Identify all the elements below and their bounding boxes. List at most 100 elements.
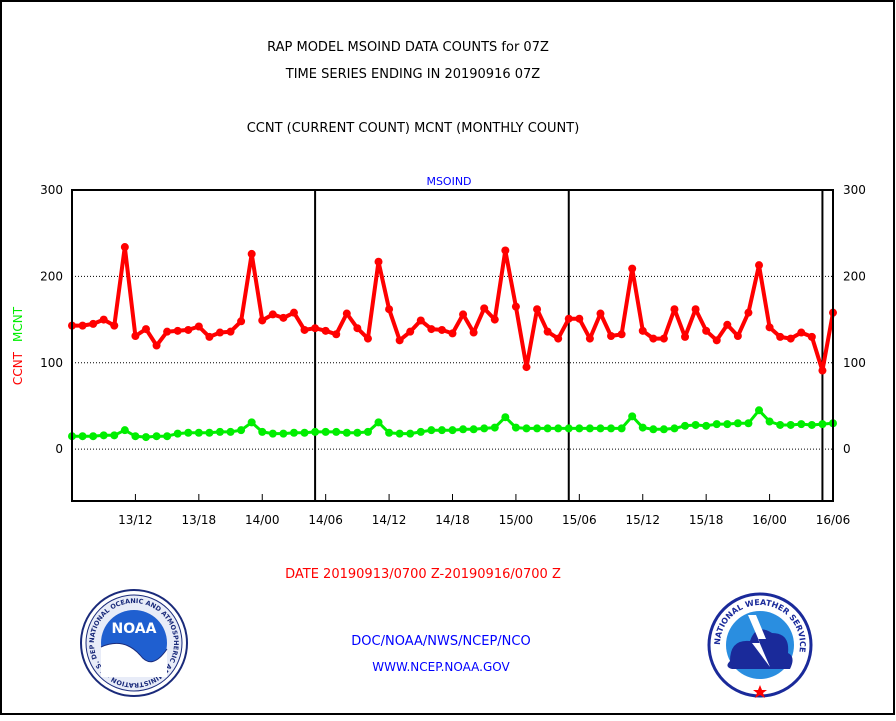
point-ccnt (723, 320, 732, 329)
nws-lightning-icon (748, 615, 770, 667)
point-ccnt (459, 310, 468, 319)
point-ccnt (258, 316, 267, 325)
point-mcnt (723, 420, 732, 429)
point-mcnt (300, 428, 309, 437)
point-mcnt (385, 428, 394, 437)
point-ccnt (131, 331, 140, 340)
nws-star-icon (753, 685, 767, 698)
point-ccnt (702, 326, 711, 335)
point-ccnt (279, 313, 288, 322)
point-mcnt (681, 421, 690, 430)
point-mcnt (332, 427, 341, 436)
noaa-center-text: NOAA (112, 621, 157, 637)
point-mcnt (237, 426, 246, 435)
y-tick-label-right: 200 (843, 269, 866, 283)
point-ccnt (395, 336, 404, 345)
point-mcnt (617, 424, 626, 433)
point-mcnt (395, 429, 404, 438)
point-mcnt (596, 424, 605, 433)
point-mcnt (786, 420, 795, 429)
point-mcnt (649, 425, 658, 434)
point-ccnt (353, 324, 362, 333)
chart-title-line1: RAP MODEL MSOIND DATA COUNTS for 07Z (267, 40, 549, 55)
y-axis-label-ccnt: CCNT (11, 351, 25, 385)
noaa-seagull-shape (101, 643, 167, 677)
point-ccnt (649, 334, 658, 343)
point-ccnt (469, 328, 478, 337)
point-mcnt (755, 406, 764, 415)
point-mcnt (712, 420, 721, 429)
grid-layer (72, 190, 833, 501)
x-tick-label: 14/12 (372, 513, 407, 527)
point-ccnt (575, 314, 584, 323)
point-mcnt (459, 425, 468, 434)
point-mcnt (163, 432, 172, 441)
point-mcnt (353, 428, 362, 437)
point-mcnt (131, 432, 140, 441)
point-ccnt (628, 264, 637, 273)
point-mcnt (184, 428, 193, 437)
point-mcnt (543, 424, 552, 433)
point-ccnt (268, 310, 277, 319)
point-mcnt (511, 423, 520, 432)
axis-layer: 0 0 100 100 200 200 300 300 13/12 13/18 14/00 14/06… (40, 183, 866, 527)
point-ccnt (226, 327, 235, 336)
point-ccnt (89, 319, 98, 328)
series-layer (68, 243, 837, 442)
plot-frame (71, 189, 834, 502)
point-ccnt (585, 334, 594, 343)
plot-label: MSOIND (426, 175, 471, 188)
point-ccnt (786, 334, 795, 343)
point-mcnt (607, 424, 616, 433)
y-tick-label-right: 300 (843, 183, 866, 197)
point-ccnt (385, 305, 394, 314)
point-mcnt (585, 424, 594, 433)
point-mcnt (807, 420, 816, 429)
point-ccnt (596, 309, 605, 318)
y-axis-label: CCNT MCNT (11, 306, 25, 385)
point-ccnt (543, 327, 552, 336)
y-tick-label-right: 0 (843, 442, 851, 456)
point-ccnt (311, 324, 320, 333)
point-mcnt (501, 413, 510, 422)
point-ccnt (659, 334, 668, 343)
point-mcnt (110, 431, 119, 440)
y-tick-label-left: 300 (40, 183, 63, 197)
point-ccnt (681, 332, 690, 341)
point-ccnt (332, 330, 341, 339)
point-ccnt (765, 323, 774, 332)
point-mcnt (194, 428, 203, 437)
y-tick-label-left: 200 (40, 269, 63, 283)
point-ccnt (247, 249, 256, 258)
point-ccnt (289, 308, 298, 317)
point-mcnt (628, 412, 637, 421)
x-tick-label: 15/12 (625, 513, 660, 527)
x-tick-label: 14/18 (435, 513, 470, 527)
x-tick-label: 15/06 (562, 513, 597, 527)
point-ccnt (670, 305, 679, 314)
point-ccnt (363, 334, 372, 343)
point-ccnt (406, 327, 415, 336)
point-mcnt (226, 427, 235, 436)
point-mcnt (659, 425, 668, 434)
point-mcnt (480, 424, 489, 433)
point-mcnt (733, 419, 742, 428)
point-mcnt (638, 423, 647, 432)
point-ccnt (480, 304, 489, 313)
x-tick-label: 14/06 (308, 513, 343, 527)
url-link[interactable]: WWW.NCEP.NOAA.GOV (372, 660, 510, 674)
point-mcnt (427, 426, 436, 435)
date-range: DATE 20190913/0700 Z-20190916/0700 Z (285, 567, 561, 582)
point-mcnt (575, 424, 584, 433)
x-tick-label: 13/18 (182, 513, 217, 527)
point-ccnt (501, 246, 510, 255)
y-tick-label-right: 100 (843, 356, 866, 370)
point-mcnt (522, 424, 531, 433)
point-ccnt (120, 243, 129, 252)
point-mcnt (120, 426, 129, 435)
point-mcnt (205, 428, 214, 437)
chart-subtitle: CCNT (CURRENT COUNT) MCNT (MONTHLY COUNT… (247, 121, 580, 136)
noaa-seagull-outline (100, 642, 168, 663)
x-tick-label: 16/06 (816, 513, 851, 527)
